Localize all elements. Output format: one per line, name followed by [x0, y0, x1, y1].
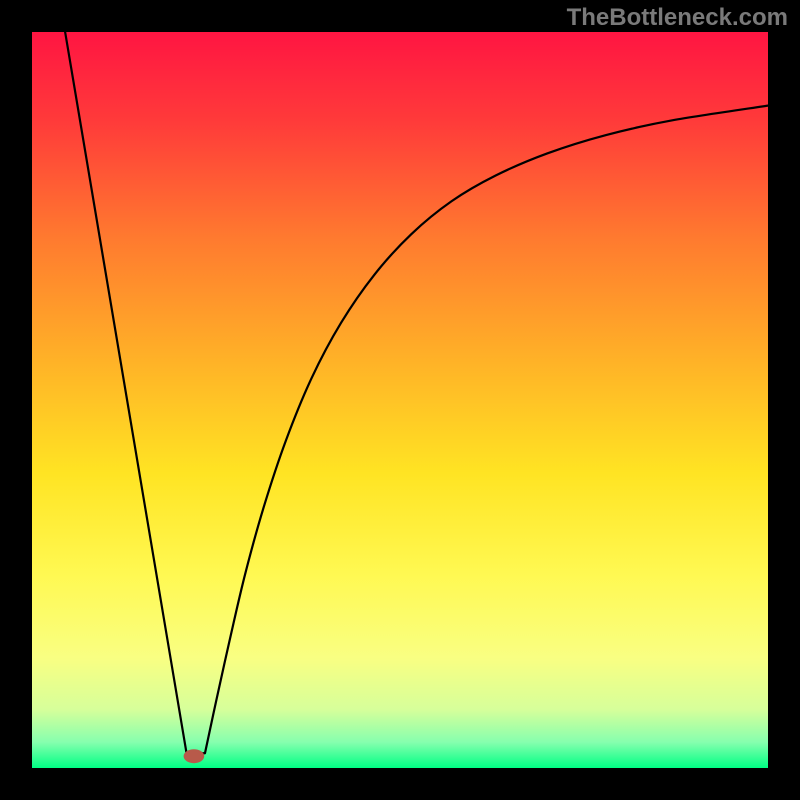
- minimum-marker: [184, 749, 205, 763]
- watermark-label: TheBottleneck.com: [567, 4, 788, 32]
- plot-area: [32, 32, 768, 768]
- plot-background: [32, 32, 768, 768]
- chart-svg: [32, 32, 768, 768]
- chart-container: TheBottleneck.com: [0, 0, 800, 800]
